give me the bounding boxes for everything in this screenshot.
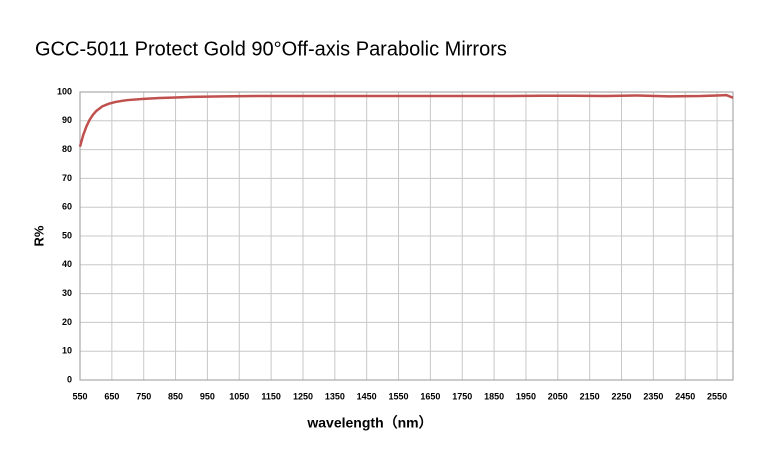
- x-tick-label: 2550: [707, 391, 727, 401]
- plot-frame: [79, 91, 734, 381]
- y-tick-label: 0: [67, 374, 72, 384]
- y-axis-label: R%: [31, 225, 46, 246]
- x-tick-label: 2350: [643, 391, 663, 401]
- chart-title: GCC-5011 Protect Gold 90°Off-axis Parabo…: [35, 38, 507, 60]
- x-tick-label: 1250: [293, 391, 313, 401]
- x-tick-label: 2050: [548, 391, 568, 401]
- y-tick-label: 60: [62, 202, 72, 212]
- y-tick-label: 90: [62, 115, 72, 125]
- x-tick-label: 1150: [261, 391, 281, 401]
- y-tick-label: 40: [62, 259, 72, 269]
- x-tick-label: 550: [72, 391, 87, 401]
- x-tick-label: 2150: [580, 391, 600, 401]
- y-tick-label: 50: [62, 230, 72, 240]
- x-tick-label: 1450: [357, 391, 377, 401]
- x-tick-label: 1550: [389, 391, 409, 401]
- x-tick-label: 1850: [484, 391, 504, 401]
- x-tick-label: 950: [200, 391, 215, 401]
- y-tick-label: 70: [62, 173, 72, 183]
- x-tick-label: 1950: [516, 391, 536, 401]
- x-tick-label: 2450: [675, 391, 695, 401]
- y-tick-label: 20: [62, 317, 72, 327]
- x-tick-label: 1050: [229, 391, 249, 401]
- x-tick-label: 1750: [452, 391, 472, 401]
- y-tick-label: 10: [62, 346, 72, 356]
- y-tick-label: 30: [62, 288, 72, 298]
- y-tick-label: 100: [57, 86, 72, 96]
- data-line: [78, 93, 734, 148]
- x-tick-label: 850: [168, 391, 183, 401]
- x-axis-label: wavelength（nm）: [306, 415, 432, 431]
- x-tick-label: 1650: [420, 391, 440, 401]
- x-tick-label: 650: [104, 391, 119, 401]
- x-tick-label: 1350: [325, 391, 345, 401]
- x-tick-label: 2250: [611, 391, 631, 401]
- y-tick-label: 80: [62, 144, 72, 154]
- x-tick-label: 750: [136, 391, 151, 401]
